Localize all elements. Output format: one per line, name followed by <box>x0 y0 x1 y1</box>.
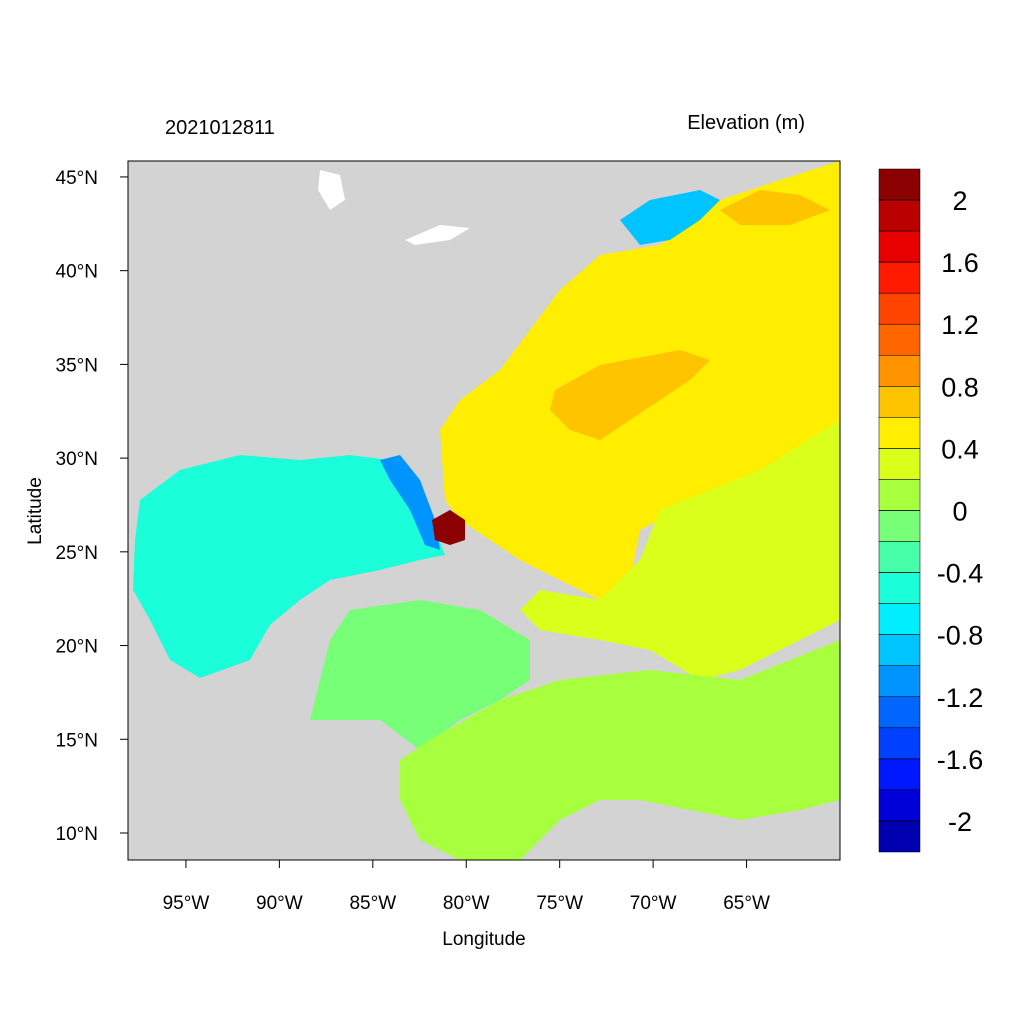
y-tick-label: 15°N <box>56 730 98 751</box>
colorbar-swatch <box>878 541 921 573</box>
great-lakes <box>405 225 470 245</box>
caribbean-east <box>400 640 840 860</box>
colorbar-swatch <box>878 386 921 418</box>
y-axis-label: Latitude <box>25 477 46 545</box>
colorbar-label: 0.4 <box>941 434 979 464</box>
y-tick-label: 30°N <box>56 449 98 470</box>
colorbar-swatch <box>878 696 921 729</box>
date-label: 2021012811 <box>165 117 275 139</box>
gulf-of-maine <box>620 190 720 245</box>
map-area <box>128 161 840 860</box>
x-tick-label: 65°W <box>723 893 770 914</box>
colorbar-swatch <box>878 572 921 604</box>
y-tick-label: 40°N <box>56 262 98 283</box>
florida-surge <box>432 510 465 545</box>
colorbar-swatch <box>878 634 921 666</box>
y-tick-label: 35°N <box>56 355 98 376</box>
x-tick-label: 95°W <box>163 893 210 914</box>
colorbar-label: -1.6 <box>937 745 984 775</box>
colorbar-swatch <box>878 168 921 201</box>
great-lakes <box>318 170 345 210</box>
colorbar-swatch <box>878 603 921 635</box>
colorbar-label: 1.6 <box>941 248 979 278</box>
colorbar-swatch <box>878 758 921 791</box>
colorbar-swatch <box>878 292 921 325</box>
caribbean-west <box>310 600 530 750</box>
x-tick-label: 75°W <box>536 893 583 914</box>
colorbar-swatch <box>878 820 921 853</box>
colorbar-label: 2 <box>952 186 967 216</box>
colorbar-swatch <box>878 665 921 698</box>
colorbar-swatch <box>878 417 921 449</box>
y-tick-label: 45°N <box>56 168 98 189</box>
colorbar-label: -0.8 <box>937 621 984 651</box>
gulf-of-mexico <box>133 455 445 678</box>
florida-shelf <box>380 455 440 550</box>
colorbar-swatch <box>878 261 921 294</box>
colorbar-swatch <box>878 323 921 356</box>
colorbar-label: -2 <box>948 807 972 837</box>
colorbar-swatch <box>878 479 921 511</box>
colorbar-swatch <box>878 355 921 387</box>
x-tick-label: 80°W <box>443 893 490 914</box>
colorbar-label: 0 <box>952 497 967 527</box>
x-tick-label: 85°W <box>349 893 396 914</box>
colorbar-swatch <box>878 230 921 263</box>
frame <box>127 160 841 861</box>
x-tick-label: 90°W <box>256 893 303 914</box>
colorbar-swatch <box>878 789 921 822</box>
y-tick-label: 10°N <box>56 824 98 845</box>
colorbar-label: -0.4 <box>937 559 984 589</box>
sargasso-high <box>550 350 710 440</box>
colorbar-swatch <box>878 199 921 232</box>
colorbar-label: -1.2 <box>937 683 984 713</box>
atlantic-south <box>520 420 840 680</box>
variable-label: Elevation (m) <box>687 112 805 134</box>
y-tick-label: 25°N <box>56 543 98 564</box>
y-tick-label: 20°N <box>56 637 98 658</box>
colorbar-swatch <box>878 510 921 542</box>
colorbar-swatch <box>878 448 921 480</box>
colorbar-swatch <box>878 727 921 760</box>
colorbar-label: 1.2 <box>941 310 979 340</box>
colorbar-label: 0.8 <box>941 372 979 402</box>
x-axis-label: Longitude <box>442 929 525 950</box>
nova-scotia-high <box>720 190 830 225</box>
x-tick-label: 70°W <box>630 893 677 914</box>
